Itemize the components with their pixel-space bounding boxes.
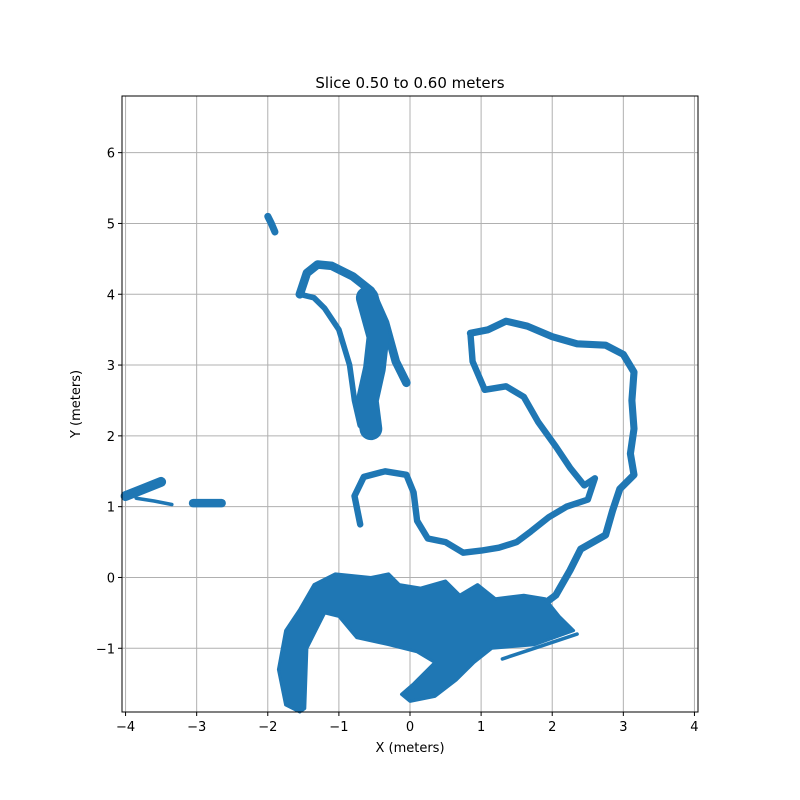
x-tick-label: 0: [406, 720, 414, 735]
point-cloud-strip: [351, 330, 599, 556]
point-cloud-strip: [120, 476, 167, 501]
y-tick-label: 2: [107, 430, 115, 445]
y-tick-label: 4: [107, 288, 115, 303]
point-cloud-strip: [500, 632, 579, 661]
point-cloud-strip: [295, 260, 411, 388]
y-tick-label: 6: [107, 147, 115, 162]
point-cloud-strip: [264, 212, 279, 236]
x-tick-label: 1: [477, 720, 485, 735]
y-tick-label: 3: [107, 359, 115, 374]
point-cloud-region: [276, 572, 576, 714]
x-tick-label: 2: [548, 720, 556, 735]
chart-title: Slice 0.50 to 0.60 meters: [315, 74, 504, 92]
x-tick-label: −1: [329, 720, 348, 735]
y-tick-label: 5: [107, 217, 115, 232]
plot-area: [120, 212, 638, 714]
x-tick-label: −4: [116, 720, 135, 735]
y-axis: −1 0 1 2 3 4 5 6: [96, 147, 122, 657]
point-cloud-strip: [466, 317, 638, 645]
x-tick-label: 3: [619, 720, 627, 735]
y-tick-label: 0: [107, 571, 115, 586]
x-axis: −4 −3 −2 −1 0 1 2 3 4: [116, 712, 699, 735]
point-cloud-strip: [134, 496, 174, 507]
y-tick-label: 1: [107, 501, 115, 516]
y-tick-label: −1: [96, 642, 115, 657]
x-tick-label: −2: [258, 720, 277, 735]
y-axis-label: Y (meters): [69, 370, 84, 439]
x-tick-label: 4: [690, 720, 698, 735]
point-cloud-strip: [355, 286, 390, 441]
x-tick-label: −3: [187, 720, 206, 735]
x-axis-label: X (meters): [375, 741, 444, 756]
